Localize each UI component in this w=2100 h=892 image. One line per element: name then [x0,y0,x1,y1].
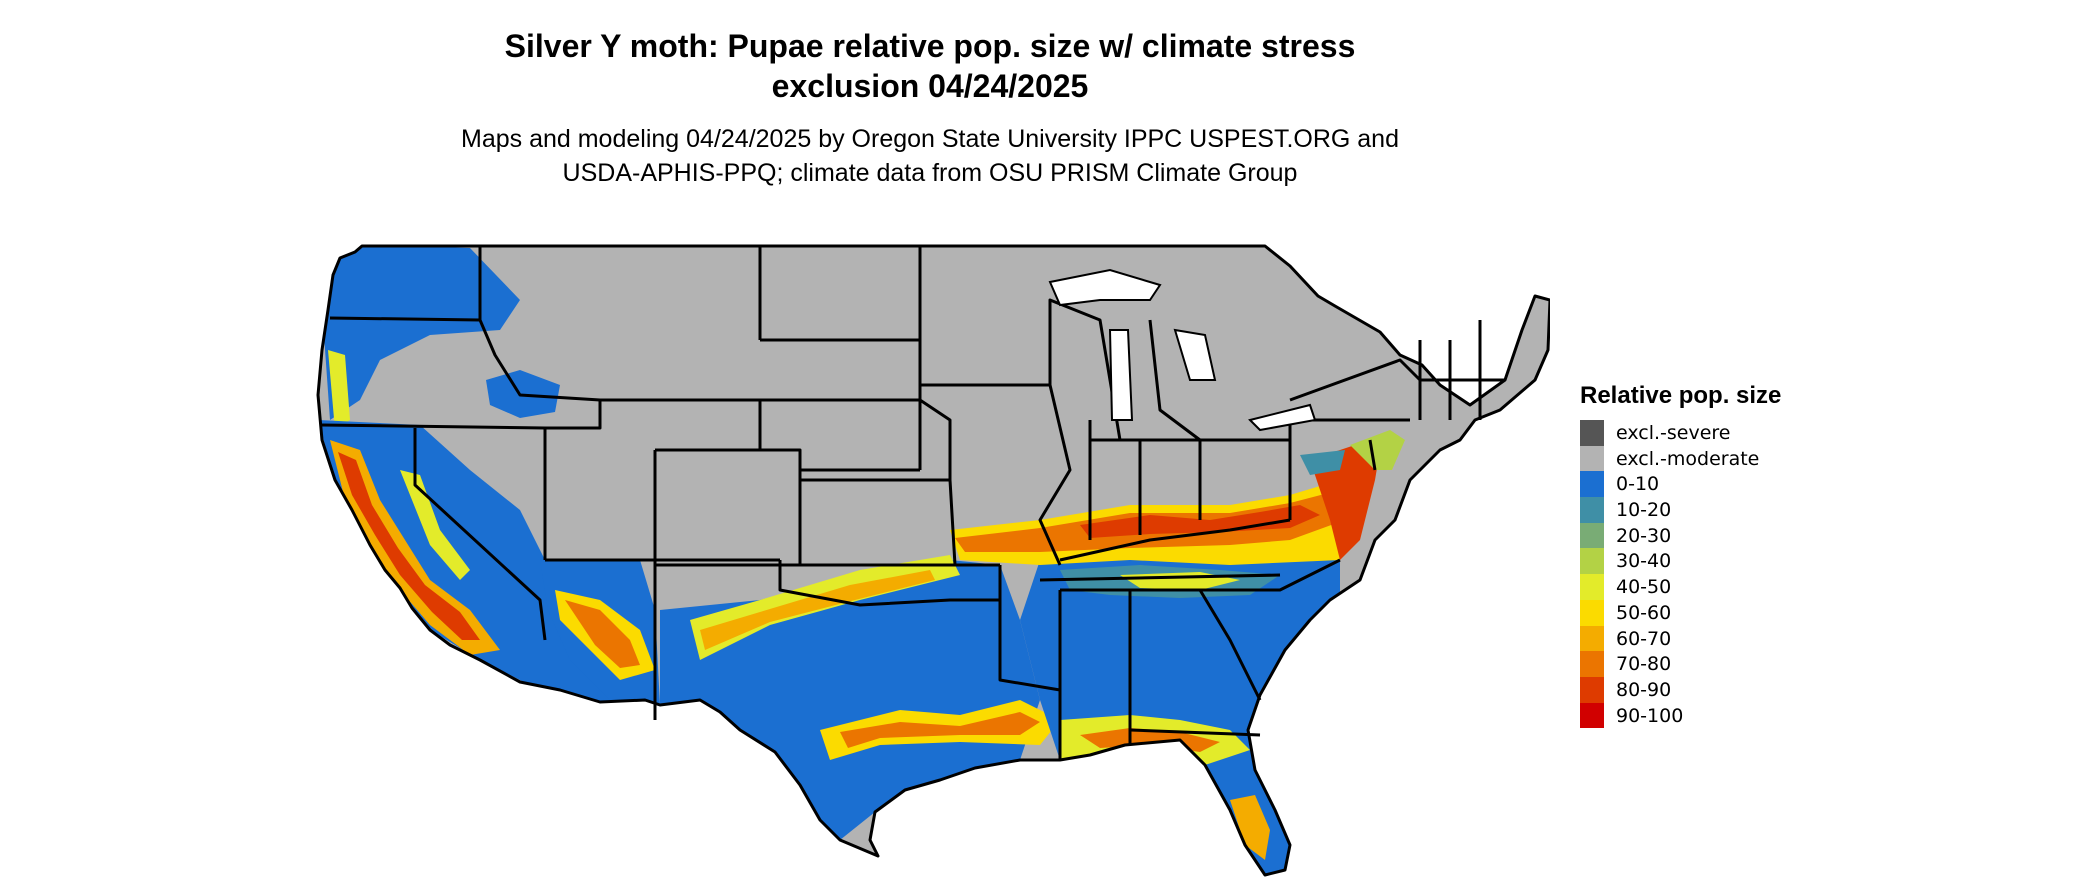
legend-item: 60-70 [1580,625,1880,652]
legend-swatch [1580,420,1604,446]
map-subtitle-line-2: USDA-APHIS-PPQ; climate data from OSU PR… [562,159,1298,187]
legend-label: excl.-severe [1616,422,1731,444]
region-mid-atlantic-80-90 [1310,445,1380,560]
legend-item: 0-10 [1580,471,1880,498]
region-california-80-90 [338,452,480,640]
legend-swatch [1580,625,1604,652]
legend-swatch [1580,445,1604,472]
legend-label: 70-80 [1616,653,1672,676]
great-lakes [1048,268,1317,432]
legend-swatch [1580,702,1604,729]
us-population-map [316,244,1550,877]
legend-label: 10-20 [1616,499,1672,522]
legend-swatch [1580,651,1604,677]
region-sierra-40-50 [400,470,470,580]
region-south-florida-60-70 [1230,795,1270,860]
legend-swatch [1580,522,1604,549]
legend-label: 0-10 [1616,473,1660,496]
legend-label: 20-30 [1616,524,1672,547]
region-new-jersey-30-40 [1350,430,1405,470]
legend-item: 10-20 [1580,497,1880,523]
legend-label: 50-60 [1616,601,1672,624]
legend-item: 80-90 [1580,676,1880,703]
region-california-0-10 [318,420,660,705]
region-northwest-0-10 [318,246,520,420]
legend-item: excl.-moderate [1580,445,1880,472]
region-gulf-band-70-80 [840,712,1040,748]
region-california-60-70 [330,440,500,655]
legend-item: 90-100 [1580,702,1880,729]
legend-item: excl.-severe [1580,420,1880,446]
legend-item: 20-30 [1580,522,1880,549]
legend-swatch [1580,548,1604,575]
state-boundaries [316,244,1550,877]
map-title-line-1: Silver Y moth: Pupae relative pop. size … [504,28,1356,64]
legend-item: 40-50 [1580,574,1880,600]
region-coast-or-40-50 [328,350,350,430]
legend-items: excl.-severe excl.-moderate 0-10 10-20 20-30… [1580,420,1880,729]
legend-swatch [1580,497,1604,523]
legend-swatch [1580,676,1604,703]
region-arizona-70-80 [565,600,640,668]
legend-item: 30-40 [1580,548,1880,575]
legend-label: 90-100 [1616,704,1684,727]
legend-label: 30-40 [1616,550,1672,573]
legend-title: Relative pop. size [1580,382,1782,409]
legend-label: excl.-moderate [1616,447,1760,470]
legend-label: 80-90 [1616,678,1672,701]
legend-item: 50-60 [1580,599,1880,626]
map-subtitle-line-1: Maps and modeling 04/24/2025 by Oregon S… [461,125,1399,153]
legend-swatch [1580,599,1604,626]
legend-label: 40-50 [1616,576,1672,599]
legend-label: 60-70 [1616,627,1672,650]
map-legend: Relative pop. size excl.-severe excl.-mod… [1580,380,1880,729]
region-southeast-0-10 [1020,555,1340,875]
region-pennsylvania-10-20 [1300,450,1345,475]
legend-swatch [1580,574,1604,600]
region-ok-tx-60-70 [700,570,935,650]
legend-item: 70-80 [1580,651,1880,677]
legend-swatch [1580,471,1604,498]
map-title-line-2: exclusion 04/24/2025 [771,68,1089,104]
